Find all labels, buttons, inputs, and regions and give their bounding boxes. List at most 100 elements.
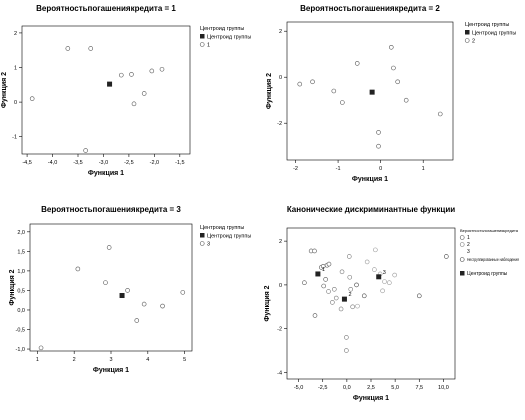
centroid-marker xyxy=(107,81,113,87)
data-point xyxy=(388,44,394,50)
data-point xyxy=(312,248,317,254)
scatter-panel-4: Канонические дискриминантные функции -5,0… xyxy=(264,205,519,402)
legend-title: Центроид группы xyxy=(200,225,244,231)
data-point xyxy=(83,148,88,153)
data-point xyxy=(38,345,44,351)
data-point xyxy=(88,46,94,51)
legend-circle-marker xyxy=(459,235,465,240)
data-point xyxy=(141,91,147,96)
y-tick-label: 2,0 xyxy=(17,230,25,236)
data-point xyxy=(376,143,381,149)
scatter-panel-3: Вероятностьпогашениякредита = 3 1 2 3 4 5 -1,0… xyxy=(9,205,251,374)
legend-title: Центроид группы xyxy=(465,22,509,28)
centroid-label: 3 xyxy=(383,270,386,276)
y-axis-label: Функция 2 xyxy=(264,285,271,321)
legend-circle-marker xyxy=(464,38,470,43)
legend-entry: Несгруппированные наблюдения xyxy=(467,257,519,262)
data-point xyxy=(310,79,315,85)
chart-title: Канонические дискриминантные функции xyxy=(287,205,455,214)
data-point xyxy=(387,280,392,286)
y-tick-label: 0 xyxy=(14,100,17,106)
data-point xyxy=(131,101,137,107)
data-point xyxy=(312,313,318,318)
x-axis-label: Функция 1 xyxy=(353,395,389,402)
legend-entry: 2 xyxy=(472,39,475,45)
legend-entry: 1 xyxy=(467,235,470,241)
plot-area xyxy=(29,223,193,352)
data-point xyxy=(106,245,112,250)
legend-entry: Центроид группы xyxy=(467,271,508,277)
data-point xyxy=(344,335,349,340)
x-tick-label: -2,5 xyxy=(124,160,133,166)
data-point xyxy=(160,303,165,309)
x-tick-label: -3,0 xyxy=(99,160,108,166)
data-point xyxy=(180,290,186,295)
data-point xyxy=(350,304,355,310)
legend-entry: 3 xyxy=(467,249,470,255)
x-tick-label: 7,5 xyxy=(415,385,423,391)
y-tick-label: -1 xyxy=(12,135,17,141)
x-tick-label: -4,5 xyxy=(22,160,31,166)
x-tick-label: 4 xyxy=(146,357,149,363)
data-point xyxy=(159,66,165,72)
x-tick-label: 5,0 xyxy=(391,385,399,391)
centroid-label: 2 xyxy=(348,292,351,298)
data-point xyxy=(333,295,339,301)
x-tick-label: 0,0 xyxy=(343,385,351,391)
x-tick-label: -1 xyxy=(336,166,341,172)
y-tick-label: -1,0 xyxy=(16,347,25,353)
data-point xyxy=(348,286,354,292)
chart-title: Вероятностьпогашениякредита = 2 xyxy=(300,4,440,13)
y-tick-label: 1,5 xyxy=(17,249,25,255)
data-point xyxy=(444,254,449,259)
scatter-panel-2: Вероятностьпогашениякредита = 2 -2 -1 0 1 -2 0… xyxy=(266,4,516,183)
x-axis-label: Функция 1 xyxy=(352,176,388,183)
centroid-marker xyxy=(376,274,382,280)
y-axis-label: Функция 2 xyxy=(266,73,273,109)
centroid-marker xyxy=(341,296,347,302)
x-axis-label: Функция 1 xyxy=(93,367,129,374)
data-point xyxy=(361,293,367,299)
y-tick-label: -4 xyxy=(277,370,282,376)
y-tick-label: -2 xyxy=(277,327,282,333)
data-point xyxy=(29,96,35,101)
data-point xyxy=(382,279,387,284)
x-tick-label: 1 xyxy=(36,357,39,363)
y-tick-label: -0,5 xyxy=(16,328,25,334)
x-tick-label: -4,0 xyxy=(48,160,57,166)
data-point xyxy=(149,68,155,74)
legend-circle-marker xyxy=(459,242,465,247)
data-point xyxy=(338,306,344,312)
x-tick-label: 10,0 xyxy=(438,385,449,391)
x-tick-label: 2 xyxy=(73,357,76,363)
data-point xyxy=(326,289,331,294)
data-point xyxy=(103,280,108,285)
y-tick-label: 0,0 xyxy=(17,308,25,314)
legend-centroid-marker xyxy=(200,34,205,39)
x-tick-label: -1,5 xyxy=(175,160,184,166)
data-point xyxy=(75,266,81,272)
data-point xyxy=(340,100,345,105)
x-axis-label: Функция 1 xyxy=(88,170,124,177)
data-point xyxy=(65,46,71,51)
legend-centroid-marker xyxy=(460,271,465,276)
data-point xyxy=(346,254,352,259)
data-point xyxy=(372,267,377,272)
x-tick-label: 5 xyxy=(183,357,186,363)
centroid-marker xyxy=(315,271,321,277)
data-point xyxy=(364,259,370,265)
data-point xyxy=(339,269,345,275)
data-point xyxy=(302,280,307,286)
x-tick-label: -2 xyxy=(293,166,298,172)
legend-circle-marker xyxy=(459,257,465,262)
x-tick-label: 3 xyxy=(109,357,112,363)
y-axis-label: Функция 2 xyxy=(9,269,16,305)
data-point xyxy=(355,303,360,309)
legend-centroid-marker xyxy=(200,233,205,238)
data-point xyxy=(395,79,400,85)
data-point xyxy=(141,301,147,307)
data-point xyxy=(125,288,130,293)
chart-title: Вероятностьпогашениякредита = 3 xyxy=(41,205,181,214)
legend: Центроид группы Центроид группы 2 xyxy=(464,22,516,45)
